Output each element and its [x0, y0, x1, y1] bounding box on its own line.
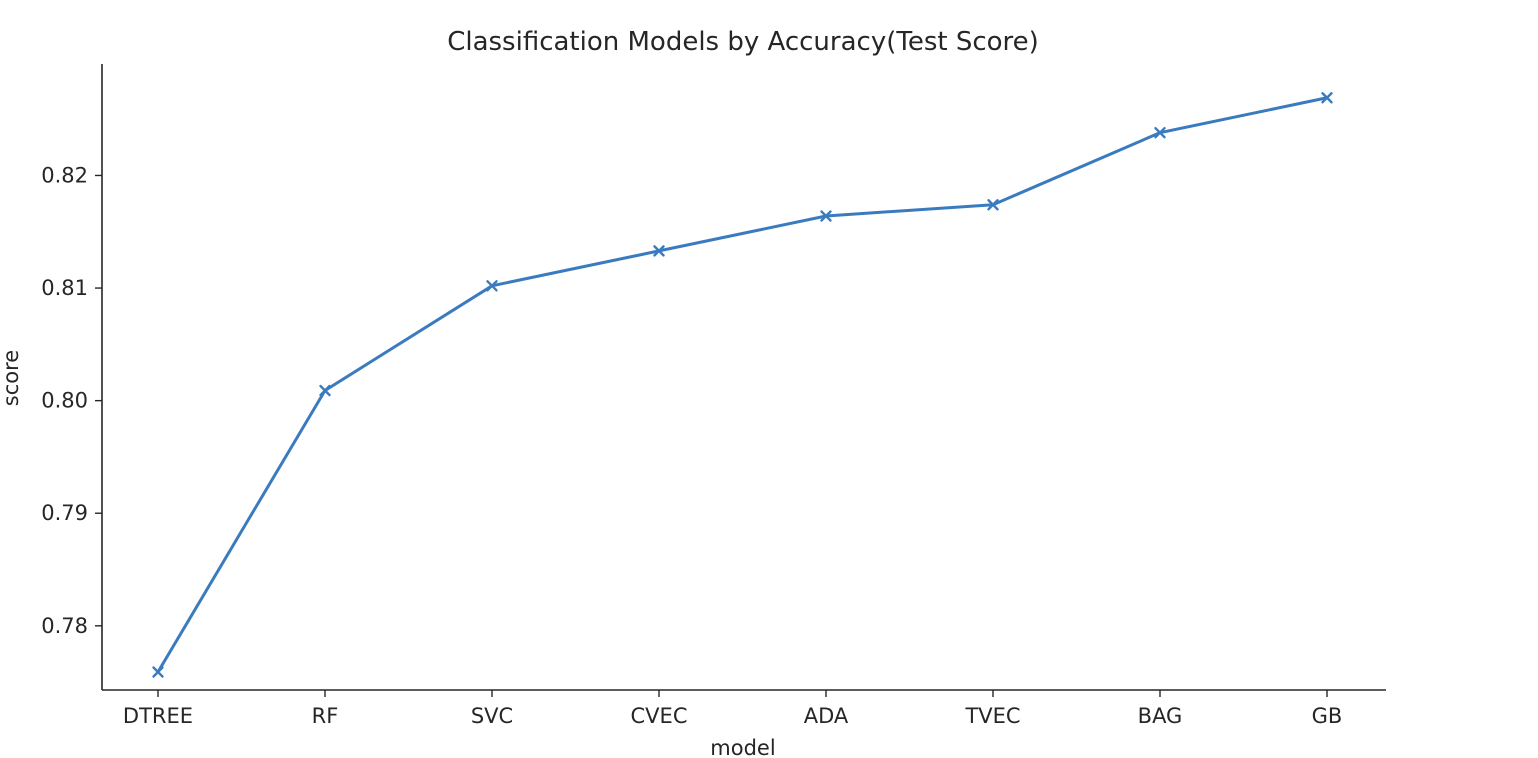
data-point-marker — [319, 384, 331, 397]
marker-stroke — [1321, 92, 1333, 104]
data-point-marker — [1154, 126, 1166, 139]
marker-stroke — [653, 245, 665, 257]
y-axis-ticks: 0.78 0.79 0.80 0.81 0.82 — [41, 163, 102, 638]
y-tick-label: 0.79 — [41, 501, 88, 525]
marker-stroke — [319, 384, 331, 397]
x-tick-label: DTREE — [123, 704, 193, 728]
x-tick-label: TVEC — [964, 704, 1020, 728]
x-axis-label: model — [710, 736, 775, 758]
series-line — [156, 96, 1329, 674]
y-tick-label: 0.81 — [41, 276, 88, 300]
y-tick-label: 0.78 — [41, 614, 88, 638]
x-axis-ticks: DTREE RF SVC CVEC ADA TVEC BAG GB — [123, 690, 1342, 728]
marker-stroke — [486, 280, 498, 292]
x-tick-label: CVEC — [631, 704, 688, 728]
x-tick-label: ADA — [804, 704, 849, 728]
y-axis-label: score — [0, 350, 23, 406]
y-tick-label: 0.82 — [41, 163, 88, 187]
x-tick-label: GB — [1312, 704, 1343, 728]
data-point-marker — [987, 199, 999, 211]
marker-stroke — [820, 210, 832, 222]
chart-title: Classification Models by Accuracy(Test S… — [447, 27, 1039, 57]
x-tick-label: SVC — [471, 704, 513, 728]
data-point-marker — [1321, 92, 1333, 104]
series-layer — [152, 92, 1333, 678]
data-point-marker — [820, 210, 832, 222]
marker-stroke — [152, 666, 164, 678]
x-tick-label: RF — [312, 704, 339, 728]
marker-stroke — [1154, 126, 1166, 139]
data-point-marker — [653, 245, 665, 257]
x-tick-label: BAG — [1138, 704, 1183, 728]
data-point-marker — [486, 280, 498, 292]
marker-stroke — [987, 199, 999, 211]
y-tick-label: 0.80 — [41, 389, 88, 413]
data-point-marker — [152, 666, 164, 678]
